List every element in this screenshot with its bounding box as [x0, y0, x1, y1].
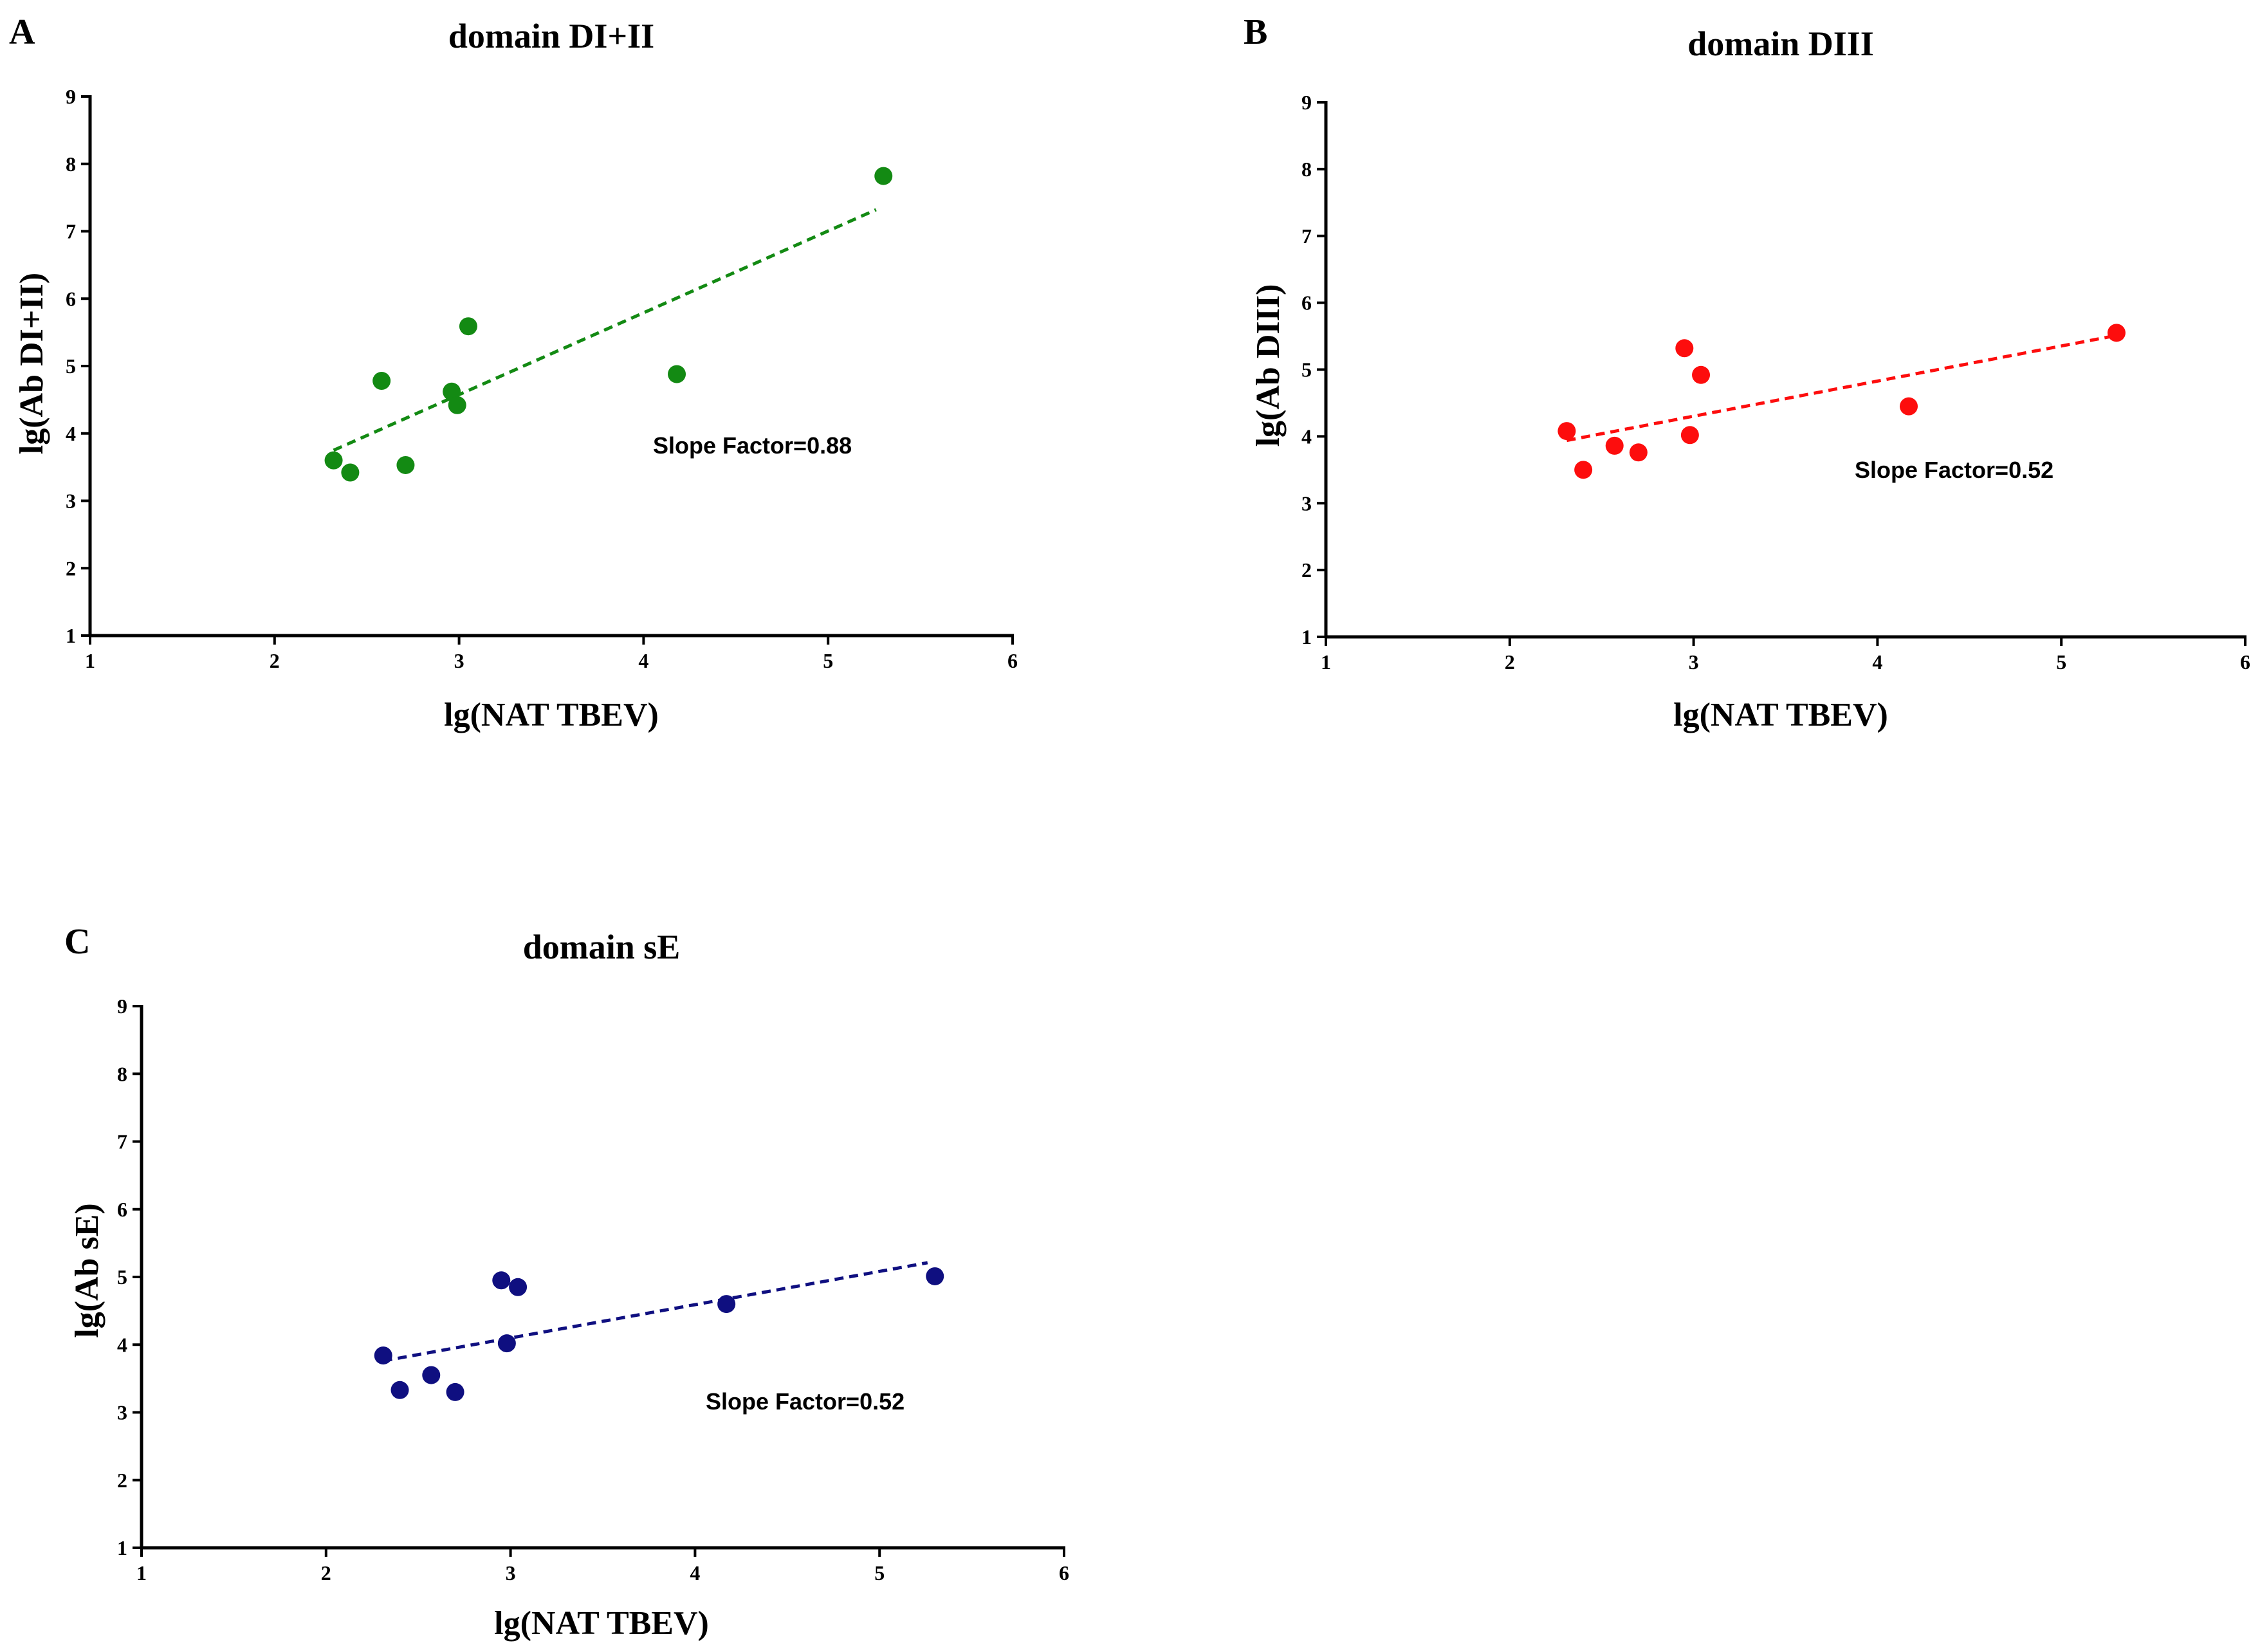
panel-b: B domain DIII lg(NAT TBEV) lg(Ab DIII) S… — [1244, 12, 2250, 733]
panel-a-data-point — [396, 455, 415, 474]
panel-b-y-tick-label: 2 — [1301, 558, 1312, 582]
panel-a-y-tick-label: 8 — [66, 152, 76, 176]
panel-b-data-point — [1557, 422, 1576, 441]
panel-b-data-point — [1680, 426, 1699, 445]
panel-a-data-point — [372, 372, 391, 390]
panel-b-y-tick-label: 8 — [1301, 158, 1312, 181]
panel-b-y-tick-label: 9 — [1301, 91, 1312, 114]
panel-a-x-tick-label: 1 — [85, 649, 95, 672]
panel-a-y-tick-label: 6 — [66, 287, 76, 310]
panel-c-data-point — [717, 1295, 736, 1314]
panel-b-title: domain DIII — [1687, 24, 1874, 63]
panel-a-data-point — [324, 451, 343, 470]
panel-b-y-tick-label: 4 — [1301, 425, 1312, 448]
panel-a-x-tick-label: 4 — [638, 649, 648, 672]
panel-b-y-tick-label: 5 — [1301, 358, 1312, 381]
panel-a-title: domain DI+II — [448, 17, 654, 55]
panel-a-ylabel: lg(Ab DI+II) — [14, 273, 50, 454]
panel-c-y-tick-label: 7 — [117, 1130, 127, 1153]
panel-a-data-point — [874, 167, 893, 185]
panel-a-letter: A — [9, 12, 35, 52]
panel-a-x-tick-label: 5 — [823, 649, 833, 672]
panel-c-x-tick-label: 3 — [506, 1561, 516, 1584]
panel-a-y-tick-label: 2 — [66, 556, 76, 580]
panel-a-data-point — [459, 317, 477, 336]
panel-c-fit-line — [383, 1261, 928, 1363]
panel-c-y-tick-label: 4 — [117, 1333, 127, 1356]
panel-c-y-tick-label: 3 — [117, 1401, 127, 1424]
panel-b-letter: B — [1244, 12, 1267, 52]
panel-c-y-tick-label: 5 — [117, 1265, 127, 1289]
panel-b-x-tick-label: 5 — [2056, 650, 2066, 674]
panel-b-data-point — [1574, 461, 1593, 479]
panel-a-y-tick-label: 7 — [66, 220, 76, 243]
panel-c-y-tick-label: 6 — [117, 1198, 127, 1221]
panel-c-title: domain sE — [523, 928, 681, 966]
panel-c-x-tick-label: 2 — [321, 1561, 331, 1584]
panel-b-xlabel: lg(NAT TBEV) — [1673, 697, 1888, 733]
panel-a: A domain DI+II lg(NAT TBEV) lg(Ab DI+II)… — [9, 12, 1018, 733]
panel-b-x-tick-label: 2 — [1505, 650, 1515, 674]
panel-b-x-tick-label: 1 — [1321, 650, 1331, 674]
panel-a-x-tick-label: 3 — [454, 649, 464, 672]
panel-b-x-tick-label: 3 — [1689, 650, 1699, 674]
panel-b-y-tick-label: 7 — [1301, 225, 1312, 248]
panel-c-letter: C — [64, 922, 90, 962]
panel-a-data-point — [443, 382, 461, 401]
panel-c-y-tick-label: 9 — [117, 995, 127, 1018]
panel-c-data-point — [390, 1381, 409, 1399]
panel-c: C domain sE lg(NAT TBEV) lg(Ab sE) Slope… — [64, 922, 1069, 1642]
panel-a-y-tick-label: 4 — [66, 422, 76, 445]
panel-a-y-tick-label: 9 — [66, 85, 76, 108]
panel-b-fit-line — [1566, 335, 2113, 443]
panel-a-slope-annotation: Slope Factor=0.88 — [653, 432, 852, 459]
panel-c-data-point — [422, 1366, 441, 1384]
panel-b-x-tick-label: 4 — [1872, 650, 1882, 674]
panel-a-data-point — [668, 365, 686, 383]
panel-b-x-tick-label: 6 — [2240, 650, 2250, 674]
panel-a-fit-line — [333, 208, 877, 452]
panel-c-y-tick-label: 8 — [117, 1062, 127, 1085]
panel-a-x-tick-label: 6 — [1007, 649, 1018, 672]
panel-c-data-point — [374, 1346, 392, 1365]
panel-c-x-tick-label: 6 — [1059, 1561, 1069, 1584]
panel-b-data-point — [1605, 436, 1624, 455]
panel-c-ylabel: lg(Ab sE) — [69, 1203, 106, 1337]
panel-a-data-point — [448, 396, 466, 414]
panel-c-xlabel: lg(NAT TBEV) — [494, 1605, 709, 1642]
panel-c-data-point — [926, 1267, 944, 1285]
panel-b-data-point — [2107, 324, 2126, 342]
panel-b-data-point — [1675, 339, 1694, 358]
panel-c-data-point — [497, 1334, 516, 1353]
panel-a-xlabel: lg(NAT TBEV) — [444, 697, 659, 733]
panel-a-y-tick-label: 5 — [66, 354, 76, 378]
panel-b-y-tick-label: 3 — [1301, 491, 1312, 515]
panel-c-data-point — [492, 1271, 511, 1290]
panel-b-ylabel: lg(Ab DIII) — [1250, 284, 1287, 447]
panel-c-data-point — [509, 1278, 528, 1296]
panel-b-data-point — [1692, 365, 1711, 384]
panel-c-data-point — [446, 1382, 464, 1401]
panel-c-y-tick-label: 1 — [117, 1536, 127, 1559]
panel-b-y-tick-label: 6 — [1301, 291, 1312, 315]
panel-c-x-tick-label: 4 — [690, 1561, 700, 1584]
panel-a-y-tick-label: 1 — [66, 624, 76, 647]
panel-a-x-tick-label: 2 — [270, 649, 280, 672]
panel-c-slope-annotation: Slope Factor=0.52 — [706, 1388, 905, 1415]
panel-b-y-tick-label: 1 — [1301, 625, 1312, 648]
panel-c-x-tick-label: 1 — [136, 1561, 147, 1584]
panel-c-y-tick-label: 2 — [117, 1469, 127, 1492]
panel-b-data-point — [1899, 397, 1918, 416]
panel-c-x-tick-label: 5 — [874, 1561, 885, 1584]
panel-a-data-point — [341, 463, 360, 482]
panel-a-y-tick-label: 3 — [66, 490, 76, 513]
panel-b-data-point — [1629, 443, 1648, 462]
panel-b-slope-annotation: Slope Factor=0.52 — [1855, 457, 2053, 483]
